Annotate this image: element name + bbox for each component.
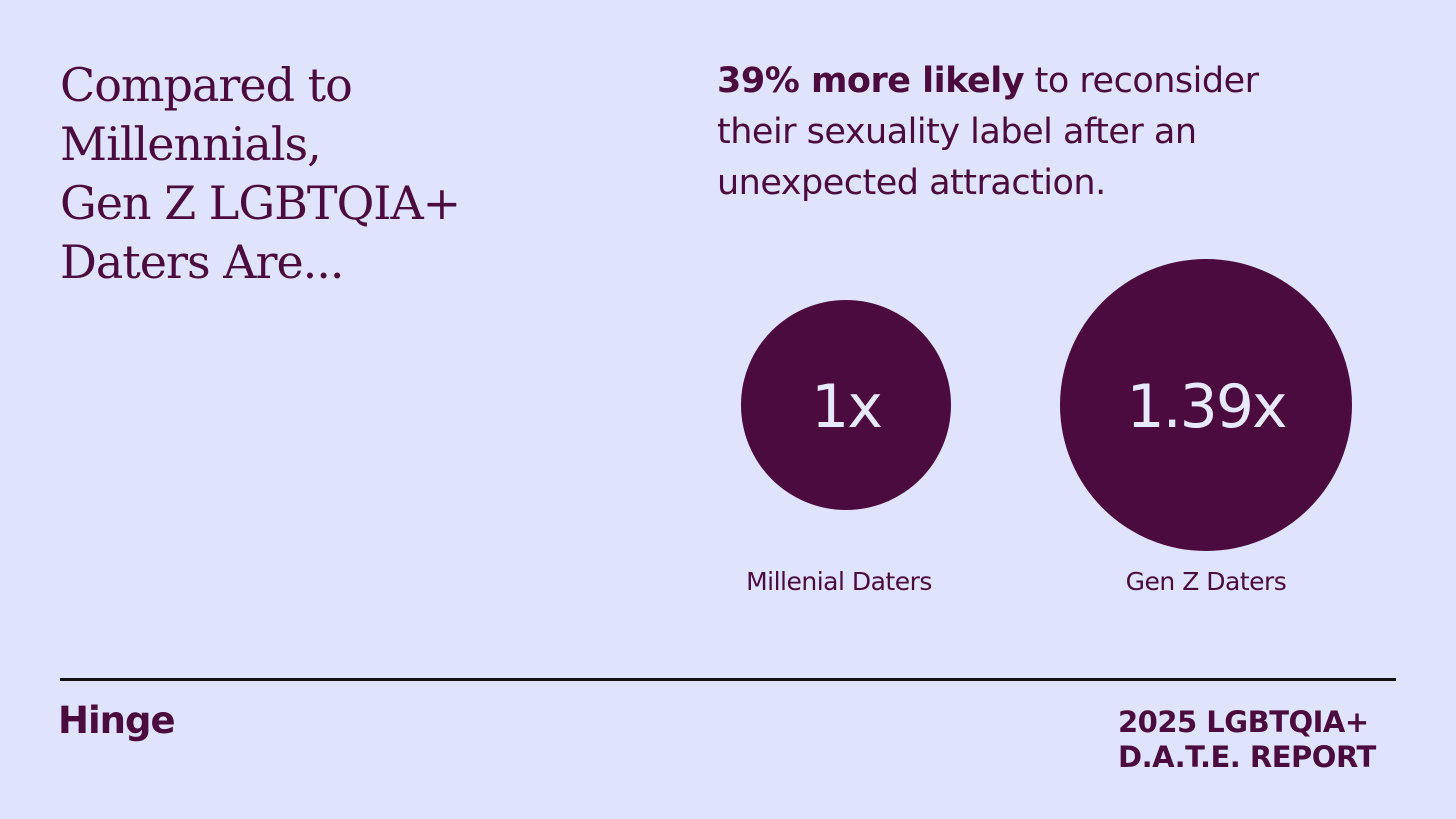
bubble-1 bbox=[741, 300, 951, 510]
stat-description: 39% more likely to reconsider their sexu… bbox=[717, 56, 1377, 209]
title-line-3: Gen Z LGBTQIA+ bbox=[60, 176, 461, 230]
stat-highlight: 39% more likely bbox=[717, 61, 1025, 101]
category-label-2: Gen Z Daters bbox=[1126, 567, 1287, 596]
stat-line-2: their sexuality label after an bbox=[717, 112, 1197, 152]
category-label-1: Millenial Daters bbox=[746, 567, 932, 596]
bubble-value-label-2: 1.39x bbox=[1126, 372, 1286, 442]
page-title: Compared to Millennials, Gen Z LGBTQIA+ … bbox=[60, 56, 620, 292]
bubble-value-label-1: 1x bbox=[811, 372, 881, 442]
report-line-1: 2025 LGBTQIA+ bbox=[1118, 705, 1369, 739]
hinge-logo: Hinge bbox=[58, 699, 176, 742]
title-line-4: Daters Are... bbox=[60, 235, 345, 289]
report-title: 2025 LGBTQIA+ D.A.T.E. REPORT bbox=[1118, 705, 1376, 775]
report-line-2: D.A.T.E. REPORT bbox=[1118, 740, 1376, 774]
stat-line-3: unexpected attraction. bbox=[717, 163, 1106, 203]
title-line-1: Compared to bbox=[60, 58, 353, 112]
bubble-2 bbox=[1060, 259, 1352, 551]
stat-line-1: 39% more likely to reconsider bbox=[717, 56, 1377, 107]
title-line-2: Millennials, bbox=[60, 117, 322, 171]
footer-divider bbox=[60, 678, 1396, 681]
stat-line-1-rest: to reconsider bbox=[1024, 61, 1259, 101]
